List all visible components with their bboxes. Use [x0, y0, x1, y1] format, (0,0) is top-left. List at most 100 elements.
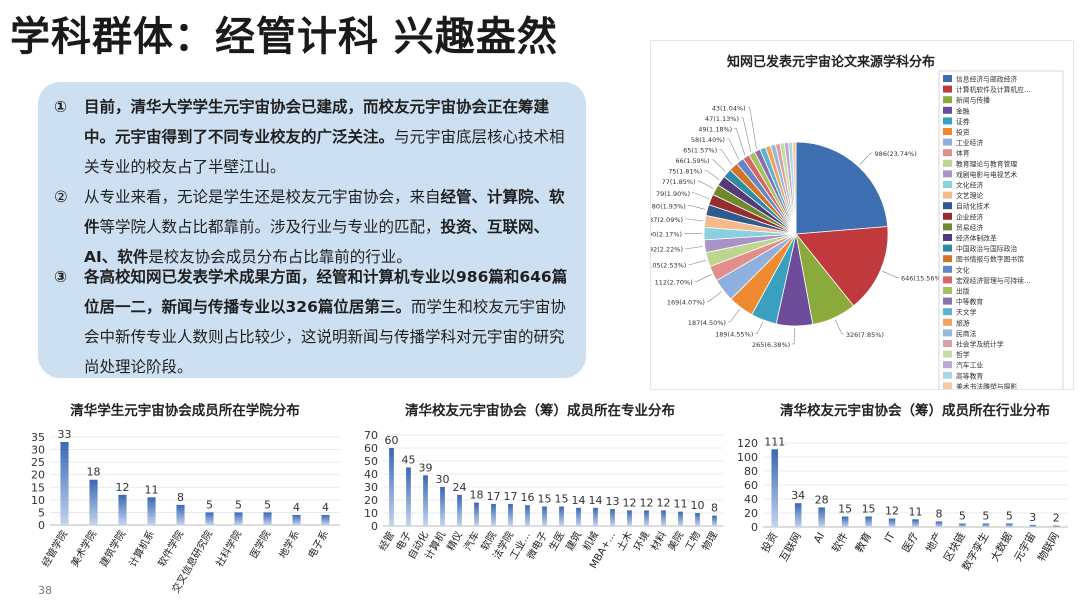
- bar2-value-label-8: 16: [521, 491, 535, 504]
- bar3-bar-4: [865, 516, 872, 527]
- bar1-bar-7: [263, 512, 272, 525]
- bar1-value-label-5: 5: [206, 498, 213, 511]
- legend-label-25: 社会学及统计学: [956, 340, 1004, 349]
- legend-swatch-16: [943, 244, 952, 252]
- bar1-ytick-3: 15: [31, 481, 45, 494]
- bar2-category-10: 生医: [546, 529, 567, 553]
- pie-leader-9: [684, 246, 703, 249]
- pie-chart-panel: 知网已发表元宇宙论文来源学科分布 986(23.74%) 646(15.56%) 32…: [648, 40, 1074, 396]
- bar2-bar-7: [508, 503, 513, 526]
- bar2-value-label-3: 30: [436, 473, 450, 486]
- bar1-ytick-4: 20: [31, 469, 45, 482]
- bar2-bar-4: [457, 494, 462, 526]
- legend-swatch-24: [943, 329, 952, 337]
- bar3-bar-12: [1052, 525, 1060, 527]
- bar3-value-label-5: 12: [885, 505, 899, 518]
- legend-swatch-27: [943, 361, 952, 369]
- bar2-value-label-11: 14: [572, 494, 586, 507]
- bar1-bar-4: [176, 504, 185, 525]
- bar2-bar-8: [525, 505, 530, 526]
- bar2-value-label-19: 8: [711, 502, 718, 515]
- pie-label-11: 87(2.09%): [651, 216, 683, 224]
- legend-swatch-20: [943, 287, 952, 294]
- legend-swatch-23: [943, 318, 952, 326]
- legend-label-19: 宏观经济管理与可持续...: [956, 276, 1030, 285]
- bar1-ytick-5: 25: [31, 456, 45, 469]
- bar2-bar-17: [678, 511, 683, 526]
- bar3-category-5: IT: [882, 530, 897, 545]
- pie-label-12: 80(1.93%): [652, 202, 686, 210]
- pie-slice-29: [791, 141, 797, 235]
- point-1-text-bold: 目前，清华大学学生元宇宙协会已建成，而校友元宇宙协会正在筹建中。元宇宙得到了不同…: [84, 98, 550, 146]
- legend-label-13: 企业经济: [956, 212, 983, 221]
- bar1-ytick-7: 35: [31, 431, 45, 444]
- bar2-value-label-17: 11: [674, 498, 688, 511]
- legend-swatch-17: [943, 255, 952, 263]
- legend-label-11: 文艺理论: [956, 191, 983, 200]
- bar1-value-label-9: 4: [322, 501, 329, 514]
- legend-swatch-5: [943, 128, 952, 135]
- legend-swatch-8: [943, 159, 952, 167]
- bar2-category-0: 经管: [376, 529, 397, 553]
- legend-swatch-25: [943, 340, 952, 347]
- bar1-category-2: 建筑学院: [97, 528, 128, 569]
- bar3-bar-5: [888, 518, 896, 527]
- bar3-category-0: 投资: [759, 530, 781, 555]
- bar3-value-label-6: 11: [909, 505, 923, 518]
- bar2-value-label-16: 12: [657, 496, 671, 509]
- bar2-value-label-12: 14: [589, 494, 603, 507]
- bar2-value-label-0: 60: [385, 434, 399, 447]
- pie-label-0: 986(23.74%): [875, 150, 917, 158]
- bar1-ytick-1: 5: [38, 506, 45, 519]
- bar2-bar-19: [712, 515, 717, 526]
- bar3-bar-0: [771, 449, 779, 527]
- bar3-category-6: 医疗: [899, 530, 921, 555]
- bar1-ytick-6: 30: [31, 444, 45, 457]
- bar1-value-label-6: 5: [235, 498, 242, 511]
- legend-swatch-1: [943, 85, 952, 93]
- pie-label-1: 646(15.56%): [901, 275, 943, 283]
- bar3-category-1: 互联网: [778, 531, 804, 564]
- pie-leader-16: [711, 159, 726, 173]
- bar2-category-17: 美院: [665, 529, 686, 553]
- bar3-bar-10: [1006, 523, 1013, 527]
- bar3-bar-1: [794, 503, 802, 527]
- bar2-value-label-4: 24: [453, 481, 467, 494]
- pie-leader-14: [697, 180, 714, 190]
- bar3-ytick-6: 120: [737, 437, 758, 450]
- legend-label-2: 新闻与传播: [956, 96, 990, 105]
- legend-label-0: 信息经济与邮政经济: [956, 75, 1017, 84]
- legend-label-8: 教育理论与教育管理: [956, 159, 1017, 168]
- point-2: ② 从专业来看，无论是学生还是校友元宇宙协会，来自经管、计算院、软件等学院人数占…: [54, 182, 574, 272]
- legend-swatch-21: [943, 297, 952, 305]
- page-number: 38: [38, 584, 52, 597]
- bar3-value-label-7: 8: [935, 507, 942, 520]
- point-3-text: 而学生和校友元宇宙协会中新传专业人数则占比较少，这说明新闻与传播学科对元宇宙的研…: [84, 298, 566, 376]
- bar3-title: 清华校友元宇宙协会（筹）成员所在行业分布: [780, 402, 1050, 419]
- legend-swatch-22: [943, 308, 952, 316]
- bar3-bar-7: [935, 521, 943, 527]
- bar2-bar-1: [406, 467, 411, 526]
- bar1-category-0: 经管学院: [39, 528, 70, 569]
- legend-label-26: 哲学: [956, 350, 970, 359]
- bar1-bar-8: [292, 514, 301, 525]
- legend-label-16: 中国政治与国际政治: [956, 244, 1017, 253]
- bar1-bar-0: [60, 442, 69, 525]
- bar2-title: 清华校友元宇宙协会（筹）成员所在专业分布: [405, 402, 675, 419]
- bar3-bar-8: [959, 523, 966, 527]
- legend-swatch-2: [943, 96, 952, 104]
- legend-swatch-15: [943, 234, 952, 241]
- bar2-value-label-9: 15: [538, 493, 552, 506]
- point-3-text-bold: 各高校知网已发表学术成果方面，经管和计算机专业以986篇和646篇位居一二，新闻…: [84, 268, 568, 316]
- bar3-bar-9: [982, 523, 990, 527]
- bar3-ytick-4: 80: [744, 465, 758, 478]
- legend-label-17: 图书情报与数字图书馆: [956, 255, 1024, 264]
- bar1-value-label-1: 18: [87, 466, 101, 479]
- point-3-number: ③: [54, 268, 68, 286]
- bar1-category-1: 美术学院: [68, 528, 99, 569]
- legend-swatch-9: [943, 170, 952, 178]
- legend-label-5: 投资: [956, 128, 970, 137]
- bar3-bar-11: [1029, 524, 1037, 527]
- legend-swatch-6: [943, 138, 952, 146]
- summary-box: ① 目前，清华大学学生元宇宙协会已建成，而校友元宇宙协会正在筹建中。元宇宙得到了…: [38, 82, 586, 378]
